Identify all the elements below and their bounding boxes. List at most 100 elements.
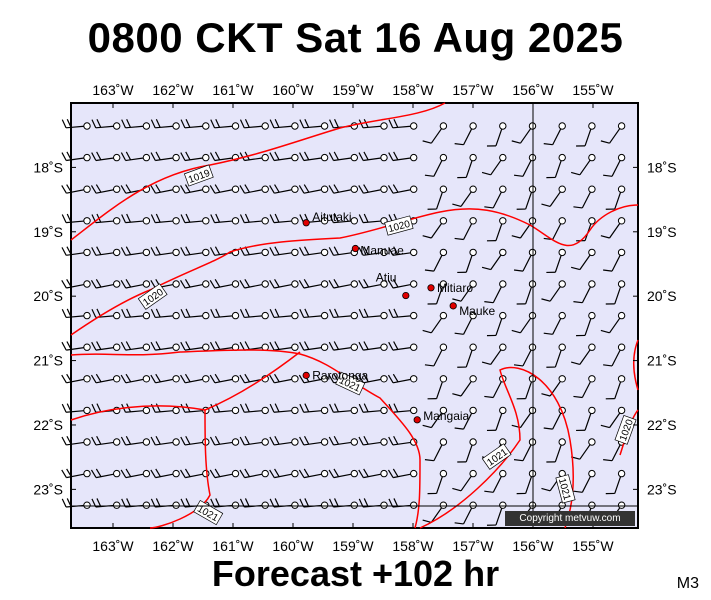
wind-barb: [61, 373, 91, 384]
wind-barb: [329, 403, 358, 415]
lat-tick-left: 18˚S: [33, 159, 63, 175]
wind-barb: [61, 435, 91, 446]
lat-tick-right: 18˚S: [647, 159, 677, 175]
wind-barb: [120, 246, 151, 257]
wind-barb: [573, 375, 596, 399]
wind-barb: [299, 435, 329, 446]
wind-barb: [358, 308, 388, 320]
wind-barb: [358, 184, 388, 194]
lon-tick-top: 162˚W: [152, 82, 194, 98]
wind-barb: [329, 213, 358, 225]
wind-barb: [422, 406, 448, 429]
wind-barb: [484, 469, 507, 493]
wind-barb: [239, 498, 269, 509]
wind-barb: [457, 343, 477, 368]
lat-tick-right: 23˚S: [647, 481, 677, 497]
wind-barb: [269, 246, 299, 257]
wind-barb: [546, 153, 566, 179]
wind-barb: [150, 151, 180, 162]
wind-barb: [427, 185, 448, 210]
wind-barb: [452, 375, 477, 397]
lon-tick-top: 158˚W: [392, 82, 434, 98]
wind-barb: [424, 438, 448, 462]
wind-barb: [358, 341, 388, 351]
wind-barb: [299, 403, 329, 415]
wind-barb: [452, 280, 477, 302]
wind-barb: [328, 151, 358, 162]
wind-barb: [150, 468, 180, 479]
wind-barb: [180, 151, 210, 162]
wind-barb: [121, 118, 151, 130]
wind-barb: [90, 373, 121, 384]
wind-barb: [269, 341, 299, 351]
wind-barb: [328, 435, 358, 446]
wind-barb: [388, 341, 418, 351]
isobar-line: [70, 102, 446, 241]
isobar-line: [149, 409, 211, 529]
wind-barb: [328, 279, 358, 289]
wind-barb: [209, 279, 240, 289]
place-label: Atiu: [376, 271, 397, 285]
lat-tick-right: 20˚S: [647, 288, 677, 304]
wind-barb: [180, 279, 210, 289]
lon-tick-top: 161˚W: [212, 82, 254, 98]
wind-barb: [239, 279, 269, 289]
wind-barb: [298, 468, 329, 479]
wind-barb: [603, 248, 626, 272]
wind-barb: [388, 118, 418, 130]
wind-barb: [454, 501, 477, 525]
wind-barb: [541, 185, 566, 207]
places: Aitutaki Manuae Atiu Mitiaro Mauke Rarotonga M…: [302, 210, 496, 424]
wind-barb: [209, 341, 240, 351]
lon-tick-bottom: 160˚W: [272, 538, 314, 554]
wind-barb: [457, 153, 477, 179]
wind-barb: [299, 308, 329, 320]
wind-barb: [388, 403, 418, 415]
wind-barb: [422, 311, 448, 334]
wind-barb: [358, 373, 388, 384]
place-marker: Manuae: [351, 244, 404, 258]
wind-barb: [546, 438, 566, 463]
place-marker: Aitutaki: [302, 210, 352, 227]
wind-barb: [90, 279, 121, 289]
wind-barb: [120, 341, 151, 351]
wind-barb: [180, 213, 210, 225]
wind-barb: [61, 403, 91, 415]
wind-barb: [180, 184, 210, 194]
wind-barb: [210, 403, 240, 415]
wind-barb: [299, 118, 329, 130]
wind-barb: [358, 468, 388, 479]
wind-barb: [605, 280, 626, 305]
wind-barb: [120, 435, 151, 446]
lat-tick-left: 21˚S: [33, 353, 63, 369]
wind-barb: [454, 311, 477, 335]
wind-barb: [543, 122, 566, 146]
wind-barb: [298, 184, 329, 194]
wind-barb: [605, 469, 626, 495]
place-label: Aitutaki: [312, 210, 351, 224]
wind-barb: [358, 435, 388, 446]
copyright: Copyright metvuw.com: [505, 511, 635, 526]
isobar-line: [419, 366, 575, 529]
lon-tick-bottom: 158˚W: [392, 538, 434, 554]
wind-barb: [600, 217, 626, 239]
place-marker: Mauke: [449, 302, 496, 318]
wind-barb: [91, 246, 121, 257]
isobar-line: [70, 351, 301, 421]
lon-tick-top: 155˚W: [572, 82, 614, 98]
wind-barb: [387, 373, 418, 384]
axis-ticks: 163˚W 163˚W 162˚W 162˚W 161˚W 161˚W 160˚W 160˚W…: [33, 82, 676, 554]
wind-barb: [209, 435, 240, 446]
wind-barb: [486, 406, 507, 432]
wind-barb: [61, 468, 91, 479]
wind-barb: [452, 469, 477, 492]
wind-barb: [573, 280, 596, 304]
wind-barb: [573, 469, 596, 493]
wind-barb: [210, 308, 240, 320]
wind-barb: [150, 373, 180, 384]
wind-barb: [239, 118, 269, 130]
lon-tick-bottom: 163˚W: [92, 538, 134, 554]
wind-barb: [486, 122, 507, 147]
isobar-line: [70, 349, 421, 529]
wind-barb: [422, 217, 448, 239]
